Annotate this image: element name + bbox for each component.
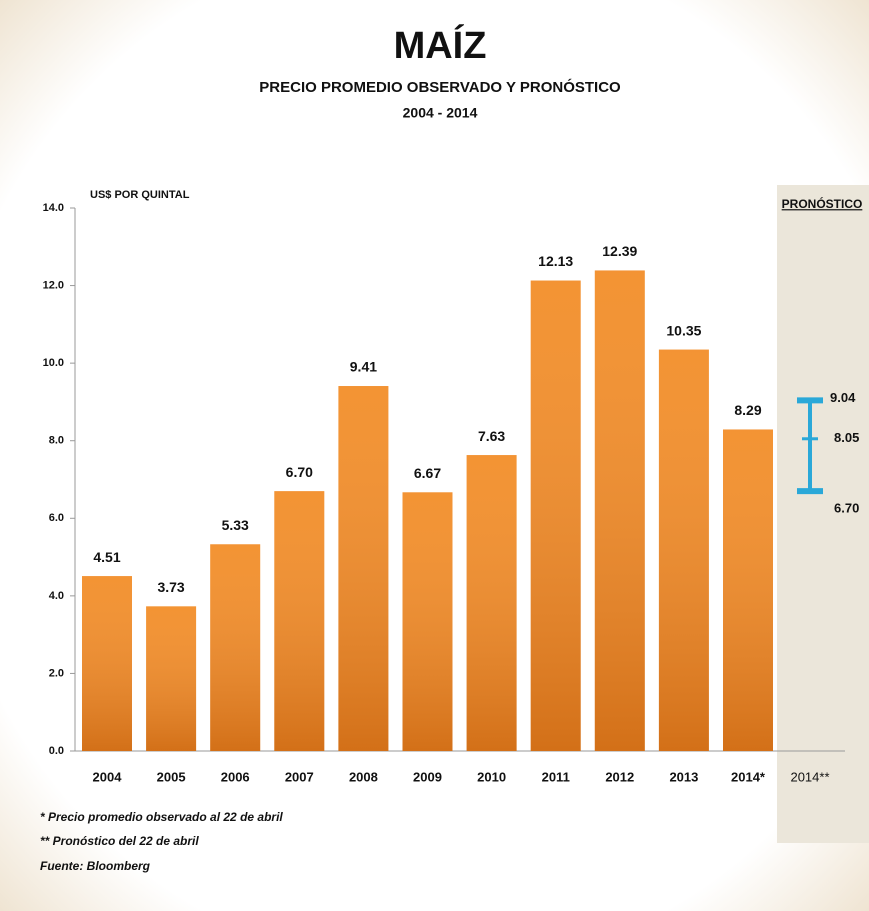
data-label: 6.67	[414, 465, 441, 481]
bar-shade	[402, 492, 453, 751]
bar-shade	[82, 576, 132, 751]
bar-shade	[594, 270, 645, 751]
y-tick-label: 10.0	[43, 357, 64, 369]
x-tick-label: 2008	[349, 769, 378, 784]
bar-shade	[338, 386, 389, 751]
y-tick-label: 0.0	[49, 745, 64, 757]
bar-shade	[723, 429, 773, 751]
data-label: 3.73	[157, 579, 184, 595]
y-tick-label: 14.0	[43, 202, 64, 214]
data-label: 9.41	[350, 359, 377, 375]
x-tick-label: 2004	[93, 769, 123, 784]
chart-subtitle: PRECIO PROMEDIO OBSERVADO Y PRONÓSTICO	[259, 78, 621, 96]
y-tick-label: 12.0	[43, 279, 64, 291]
bar-shade	[146, 606, 197, 751]
data-label: 4.51	[93, 549, 120, 565]
bar-shade	[210, 544, 261, 751]
note: Fuente: Bloomberg	[40, 859, 151, 873]
note: * Precio promedio observado al 22 de abr…	[40, 810, 283, 824]
x-tick-label: 2005	[157, 769, 186, 784]
x-tick-label: 2013	[669, 769, 698, 784]
bar-shade	[274, 491, 325, 751]
y-tick-label: 2.0	[49, 667, 64, 679]
note: ** Pronóstico del 22 de abril	[40, 834, 199, 848]
chart-period: 2004 - 2014	[403, 105, 478, 121]
data-label: 5.33	[222, 517, 249, 533]
y-tick-label: 4.0	[49, 590, 64, 602]
x-tick-label: 2006	[221, 769, 250, 784]
x-tick-label: 2007	[285, 769, 314, 784]
bar-shade	[658, 349, 709, 751]
x-tick-label: 2009	[413, 769, 442, 784]
x-tick-label: 2012	[605, 769, 634, 784]
forecast-label: 8.05	[834, 430, 859, 445]
x-tick-label: 2014**	[790, 769, 829, 784]
y-tick-label: 6.0	[49, 512, 64, 524]
bar-shade	[530, 280, 581, 751]
data-label: 12.39	[602, 243, 637, 259]
data-label: 8.29	[734, 402, 761, 418]
bar-shade	[466, 455, 517, 751]
x-tick-label: 2010	[477, 769, 506, 784]
forecast-label: 6.70	[834, 501, 859, 516]
x-tick-label: 2011	[542, 769, 570, 784]
data-label: 6.70	[286, 464, 313, 480]
forecast-header: PRONÓSTICO	[782, 196, 863, 211]
y-axis-label: US$ POR QUINTAL	[90, 189, 190, 201]
chart-title: MAÍZ	[394, 23, 487, 67]
forecast-panel	[777, 185, 869, 843]
data-label: 7.63	[478, 428, 505, 444]
forecast-label: 9.04	[830, 390, 856, 405]
data-label: 12.13	[538, 253, 573, 269]
x-tick-label: 2014*	[731, 769, 766, 784]
data-label: 10.35	[666, 322, 701, 338]
y-tick-label: 8.0	[49, 435, 64, 447]
